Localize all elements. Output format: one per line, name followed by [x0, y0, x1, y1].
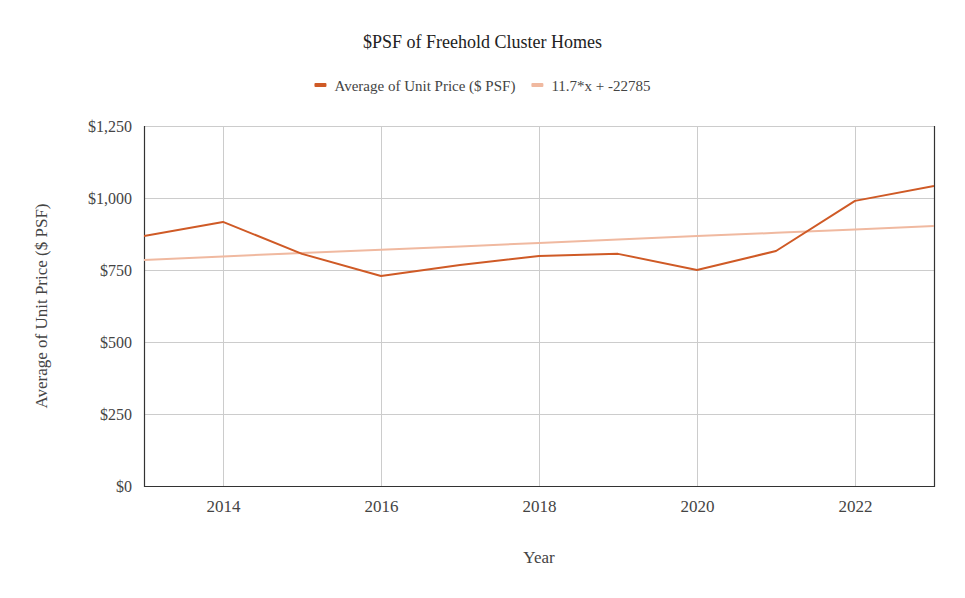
title: $PSF of Freehold Cluster Homes: [363, 32, 602, 52]
x-grid-line: [223, 126, 224, 486]
x-grid-line: [381, 126, 382, 486]
x-tick: 2014: [207, 126, 242, 516]
x-tick-label: 2016: [365, 497, 399, 516]
y-tick: $1,000: [88, 190, 934, 207]
y-tick-label: $500: [100, 334, 132, 351]
legend-item: 11.7*x + -22785: [531, 78, 650, 94]
x-tick: 2016: [365, 126, 399, 516]
x-tick: 2020: [681, 126, 715, 516]
series-group: [144, 186, 934, 276]
y-tick-label: $250: [100, 406, 132, 423]
y-axis-title: Average of Unit Price ($ PSF): [32, 203, 51, 408]
legend-item: Average of Unit Price ($ PSF): [314, 78, 515, 95]
series-line: [144, 186, 934, 276]
y-tick: $500: [100, 334, 934, 351]
x-axis-title: Year: [523, 548, 555, 567]
y-tick-label: $750: [100, 262, 132, 279]
y-tick-label: $0: [116, 478, 132, 495]
y-tick: $250: [100, 406, 934, 423]
y-tick: $1,250: [88, 118, 934, 135]
y-axis-line: [145, 127, 935, 487]
x-tick-label: 2018: [523, 497, 557, 516]
plot: $0$250$500$750$1,000$1,25020142016201820…: [88, 118, 935, 516]
x-axis-line: [145, 126, 935, 487]
legend-swatch: [314, 83, 326, 87]
legend: Average of Unit Price ($ PSF) 11.7*x + -2…: [314, 78, 650, 95]
x-tick: 2018: [523, 126, 557, 516]
x-tick-label: 2022: [839, 497, 873, 516]
y-axis: $0 $250 $500 $750 $1,000 $1,250: [88, 118, 934, 495]
y-tick-label: $1,000: [88, 190, 132, 207]
y-tick: $750: [100, 262, 934, 279]
series-line: [144, 226, 934, 260]
x-tick: 2022: [839, 126, 873, 516]
x-grid-line: [855, 126, 856, 486]
x-grid-line: [697, 126, 698, 486]
legend-label: Average of Unit Price ($ PSF): [334, 78, 515, 95]
x-tick-label: 2020: [681, 497, 715, 516]
chart: $PSF of Freehold Cluster Homes Average of…: [0, 0, 965, 598]
x-axis: 2014 2016 2018 2020 2022: [145, 126, 935, 516]
x-grid-line: [539, 126, 540, 486]
legend-label: 11.7*x + -22785: [551, 78, 650, 94]
y-tick-label: $1,250: [88, 118, 132, 135]
legend-swatch: [531, 83, 543, 87]
x-tick-label: 2014: [207, 497, 242, 516]
